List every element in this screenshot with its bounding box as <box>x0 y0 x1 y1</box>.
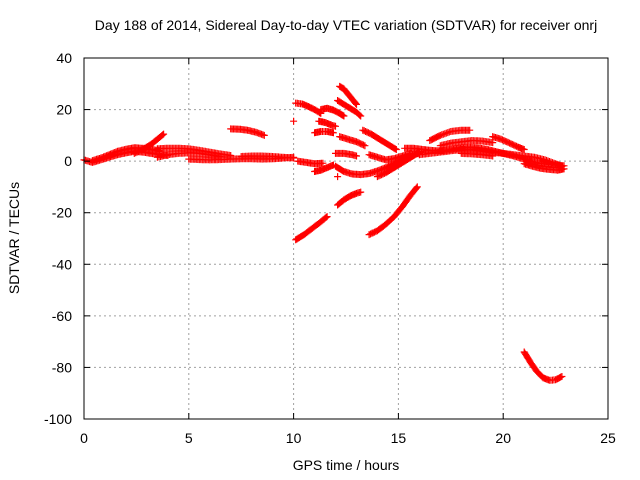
series-arc-13 <box>334 97 365 120</box>
series-arc-31 <box>436 137 497 150</box>
series-arc-23 <box>373 148 423 181</box>
x-tick-label: 5 <box>185 430 193 446</box>
series-arc-14 <box>311 128 337 137</box>
x-axis: 0 5 10 15 20 25 <box>80 58 616 446</box>
series-arc-35 <box>520 348 566 384</box>
series-markers <box>365 149 415 164</box>
series-arc-30 <box>426 126 474 144</box>
series-markers <box>426 126 474 144</box>
series-markers <box>237 152 298 162</box>
plot-frame <box>83 57 609 420</box>
y-tick-label: 20 <box>56 102 72 118</box>
series-markers <box>336 82 360 108</box>
series-arc-20 <box>334 188 365 209</box>
x-tick-label: 25 <box>600 430 616 446</box>
x-tick-label: 15 <box>391 430 407 446</box>
series-markers <box>332 149 360 160</box>
series-arc-7 <box>237 152 298 162</box>
y-tick-label: -20 <box>52 205 72 221</box>
series-arc-9 <box>290 117 298 125</box>
series-markers <box>317 104 348 120</box>
series-arc-32 <box>457 149 497 160</box>
series-arc-11 <box>317 104 348 120</box>
series-arc-29 <box>415 146 566 170</box>
y-tick-label: 40 <box>56 50 72 66</box>
series-arc-8 <box>227 125 268 139</box>
series-markers <box>227 125 268 139</box>
series-markers <box>415 146 566 170</box>
y-tick-label: -40 <box>52 256 72 272</box>
data-points <box>80 82 568 384</box>
series-arc-25 <box>332 149 360 160</box>
series-arc-3 <box>130 130 168 157</box>
x-tick-label: 10 <box>286 430 302 446</box>
series-arc-16 <box>292 213 331 244</box>
y-tick-label: -80 <box>52 359 72 375</box>
series-arc-19 <box>334 173 342 181</box>
series-markers <box>365 183 421 239</box>
series-arc-18 <box>311 161 337 175</box>
series-markers <box>292 213 331 244</box>
x-tick-label: 0 <box>80 430 88 446</box>
y-tick-label: -60 <box>52 308 72 324</box>
y-axis-title: SDTVAR / TECUs <box>6 182 22 294</box>
series-markers <box>294 157 327 168</box>
series-arc-33 <box>489 133 528 153</box>
series-arc-10 <box>292 99 325 117</box>
y-tick-label: 0 <box>64 153 72 169</box>
series-arc-5 <box>153 144 235 159</box>
x-tick-label: 20 <box>495 430 511 446</box>
y-tick-label: -100 <box>44 411 72 427</box>
y-axis: -100 -80 -60 -40 -20 0 20 40 <box>44 50 608 427</box>
series-markers <box>436 137 497 150</box>
series-markers <box>520 160 568 174</box>
series-markers <box>153 144 235 159</box>
series-markers <box>334 173 342 181</box>
series-markers <box>334 97 365 120</box>
series-arc-15 <box>315 117 339 130</box>
series-markers <box>334 188 365 209</box>
x-axis-title: GPS time / hours <box>293 457 400 473</box>
series-arc-27 <box>365 149 415 164</box>
series-arc-24 <box>336 133 369 150</box>
series-markers <box>311 128 337 137</box>
series-markers <box>359 126 400 153</box>
series-markers <box>373 148 423 181</box>
series-arc-26 <box>359 126 400 153</box>
series-markers <box>457 149 497 160</box>
chart-title: Day 188 of 2014, Sidereal Day-to-day VTE… <box>95 17 597 33</box>
series-markers <box>336 133 369 150</box>
series-markers <box>520 348 566 384</box>
series-arc-12 <box>336 82 360 108</box>
series-arc-17 <box>294 157 327 168</box>
series-arc-34 <box>520 160 568 174</box>
series-arc-21 <box>365 183 421 239</box>
series-markers <box>130 130 168 157</box>
series-markers <box>489 133 528 153</box>
series-markers <box>292 99 325 117</box>
series-markers <box>315 117 339 130</box>
series-markers <box>311 161 337 175</box>
series-markers <box>290 117 298 125</box>
